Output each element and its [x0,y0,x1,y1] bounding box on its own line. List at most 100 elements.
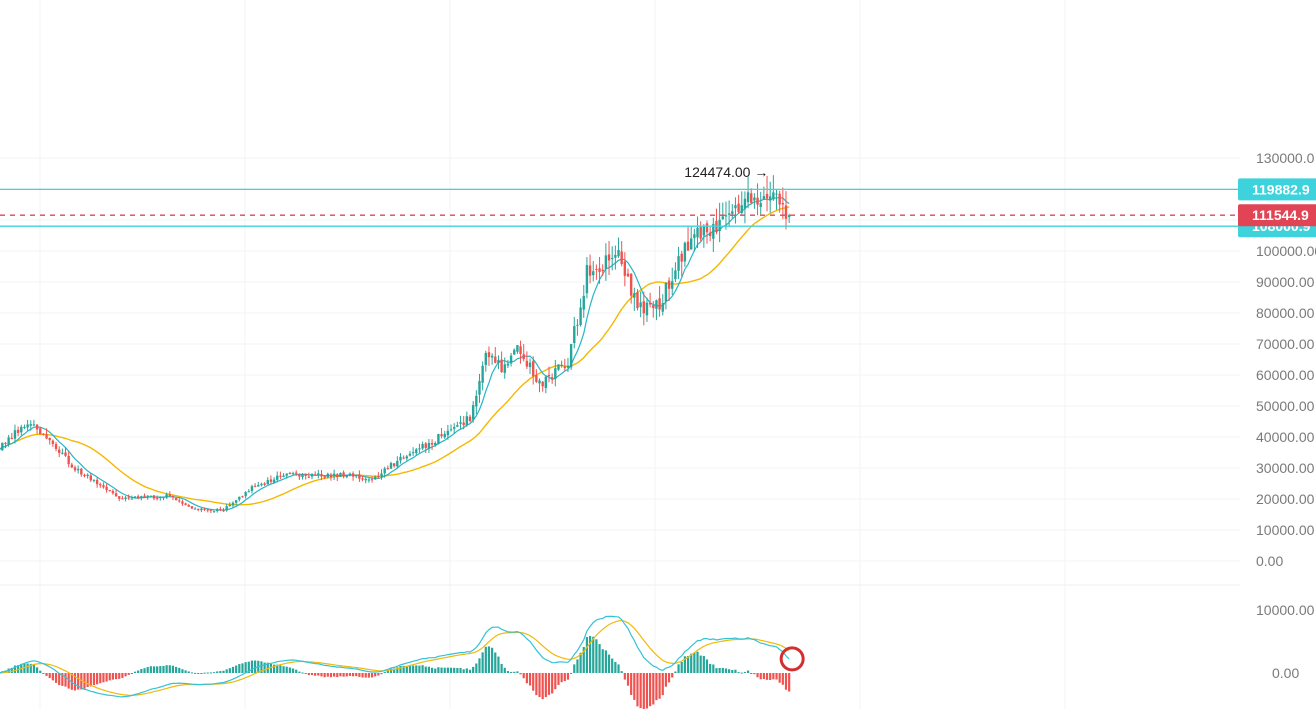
price-tick-label: 30000.00 [1256,460,1315,476]
candle-body [747,192,749,202]
candle-body [406,456,408,458]
candle-body [295,473,297,474]
macd-histogram-bar [409,666,411,673]
candle-body [538,380,540,383]
macd-histogram-bar [128,673,130,675]
macd-histogram-bar [750,673,752,674]
candle-body [611,258,613,259]
candle-body [681,254,683,262]
candle-body [61,453,63,454]
macd-histogram-bar [428,667,430,673]
candle-body [7,437,9,444]
candle-body [323,476,325,478]
candle-body [766,194,768,199]
macd-histogram-bar [254,661,256,673]
candle-body [67,456,69,464]
macd-histogram-bar [327,673,329,677]
macd-histogram-bar [178,668,180,673]
candle-body [431,443,433,445]
macd-histogram-bar [207,673,209,674]
macd-histogram-bar [491,648,493,673]
price-tick-label: 0.00 [1256,553,1283,569]
macd-histogram-bar [377,673,379,676]
macd-histogram-bar [181,669,183,673]
candle-body [589,265,591,275]
candle-body [270,479,272,481]
macd-histogram-bar [282,666,284,673]
macd-histogram-bar [529,673,531,686]
candle-body [1,443,3,450]
candle-body [643,301,645,313]
candle-body [737,204,739,212]
macd-histogram-bar [614,662,616,673]
macd-histogram-bar [349,673,351,676]
candle-body [453,427,455,429]
candle-body [772,192,774,199]
candle-body [184,503,186,504]
macd-histogram-bar [519,673,521,674]
candle-body [83,475,85,476]
candle-body [396,461,398,466]
candle-body [750,193,752,202]
candle-body [412,452,414,453]
candle-body [564,367,566,369]
macd-histogram-bar [64,673,66,687]
candle-body [55,444,57,449]
candle-body [58,450,60,453]
candle-body [541,382,543,387]
macd-histogram-bar [96,673,98,684]
candle-body [655,300,657,309]
macd-histogram-bar [83,673,85,689]
macd-histogram-bar [346,673,348,676]
candle-body [153,495,155,498]
candle-body [595,269,597,270]
candle [437,434,439,445]
candle-body [80,469,82,475]
candle [636,289,638,310]
candle-body [665,283,667,302]
macd-histogram-bar [576,659,578,673]
macd-histogram-bar [333,673,335,677]
macd-histogram-bar [52,673,54,680]
macd-histogram-bar [93,673,95,685]
candle-body [652,305,654,308]
macd-histogram-bar [324,673,326,677]
candle-body [368,480,370,481]
macd-histogram-bar [598,644,600,673]
candle-body [251,486,253,491]
macd-histogram-bar [485,647,487,673]
macd-histogram-bar [478,658,480,673]
candle-body [756,198,758,205]
candle-body [146,496,148,497]
candle-body [639,302,641,307]
macd-histogram-bar [213,672,215,673]
candle-body [500,360,502,373]
candle-body [428,443,430,449]
candle-body [624,261,626,275]
candle-body [248,491,250,492]
candle-body [314,474,316,475]
macd-histogram-bar [693,653,695,673]
candle-body [128,497,130,498]
candle-body [150,496,152,497]
macd-histogram-bar [526,673,528,683]
macd-histogram-bar [785,673,787,690]
candle [570,344,572,370]
macd-histogram-bar [147,667,149,673]
candle-body [143,496,145,498]
candle-body [124,498,126,499]
macd-histogram-bar [320,673,322,676]
candle-body [393,463,395,466]
candle-body [93,480,95,481]
candle-body [311,474,313,477]
macd-histogram-bar [687,656,689,673]
macd-histogram-bar [191,672,193,673]
macd-histogram-bar [466,668,468,673]
candle-body [74,467,76,470]
macd-histogram-bar [535,673,537,695]
candle-body [203,509,205,510]
macd-histogram-bar [696,652,698,673]
candle-body [39,428,41,434]
